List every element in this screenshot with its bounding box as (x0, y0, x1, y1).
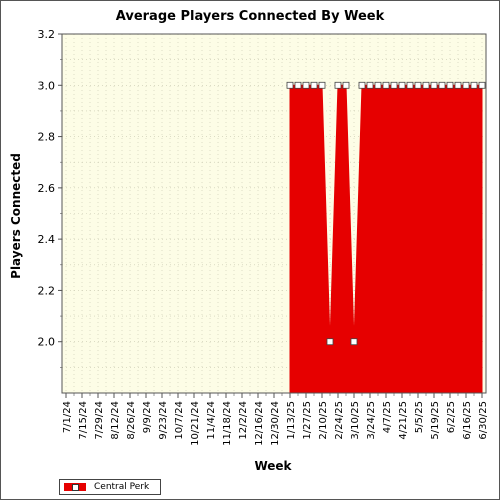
series-area (289, 84, 483, 394)
data-point (342, 81, 350, 89)
data-point (470, 81, 478, 89)
x-tick-label: 10/7/24 (174, 401, 185, 440)
y-tick-label: 2.4 (38, 233, 56, 246)
x-tick-label: 12/2/24 (238, 401, 249, 440)
data-point (334, 81, 342, 89)
data-point (430, 81, 438, 89)
chart-title: Average Players Connected By Week (115, 9, 385, 24)
x-tick-label: 7/15/24 (78, 401, 89, 440)
data-point (438, 81, 446, 89)
x-tick-label: 8/26/24 (126, 401, 137, 440)
x-tick-label: 11/4/24 (206, 401, 217, 440)
data-point (294, 81, 302, 89)
data-point (446, 81, 454, 89)
x-axis-label: Week (254, 459, 292, 473)
data-point (414, 81, 422, 89)
x-tick-label: 4/7/25 (382, 401, 393, 433)
x-tick-label: 12/16/24 (254, 401, 265, 446)
data-point (358, 81, 366, 89)
legend-label: Central Perk (94, 482, 150, 492)
data-point (422, 81, 430, 89)
y-tick-label: 3.0 (38, 79, 56, 92)
data-point (366, 81, 374, 89)
x-tick-label: 8/12/24 (110, 401, 121, 440)
x-tick-label: 5/5/25 (414, 401, 425, 433)
x-tick-label: 2/24/25 (334, 401, 345, 440)
legend-swatch (64, 483, 86, 491)
x-tick-label: 9/23/24 (158, 401, 169, 440)
x-tick-label: 12/30/24 (270, 401, 281, 446)
data-point (350, 338, 358, 346)
x-tick-label: 10/21/24 (190, 401, 201, 446)
x-tick-label: 6/2/25 (446, 401, 457, 433)
data-point (374, 81, 382, 89)
data-point (302, 81, 310, 89)
x-tick-label: 4/21/25 (398, 401, 409, 440)
y-tick-label: 2.8 (38, 131, 56, 144)
x-tick-label: 1/27/25 (302, 401, 313, 440)
data-point (326, 338, 334, 346)
data-point (478, 81, 486, 89)
x-tick-label: 6/16/25 (462, 401, 473, 440)
data-point (454, 81, 462, 89)
data-point (390, 81, 398, 89)
y-tick-label: 2.0 (38, 336, 56, 349)
y-tick-label: 3.2 (38, 28, 56, 41)
y-tick-label: 2.6 (38, 182, 56, 195)
data-point (398, 81, 406, 89)
x-tick-label: 3/10/25 (350, 401, 361, 440)
data-point (318, 81, 326, 89)
x-tick-label: 6/30/25 (478, 401, 489, 440)
data-point (286, 81, 294, 89)
x-tick-label: 7/1/24 (62, 401, 73, 433)
legend: Central Perk (59, 479, 161, 495)
data-point (310, 81, 318, 89)
x-tick-label: 3/24/25 (366, 401, 377, 440)
data-point (406, 81, 414, 89)
x-tick-label: 1/13/25 (286, 401, 297, 440)
y-tick-label: 2.2 (38, 284, 56, 297)
x-tick-label: 7/29/24 (94, 401, 105, 440)
data-point (382, 81, 390, 89)
x-tick-label: 9/9/24 (142, 401, 153, 433)
x-tick-label: 11/18/24 (222, 401, 233, 446)
data-point (462, 81, 470, 89)
x-tick-label: 5/19/25 (430, 401, 441, 440)
x-tick-label: 2/10/25 (318, 401, 329, 440)
